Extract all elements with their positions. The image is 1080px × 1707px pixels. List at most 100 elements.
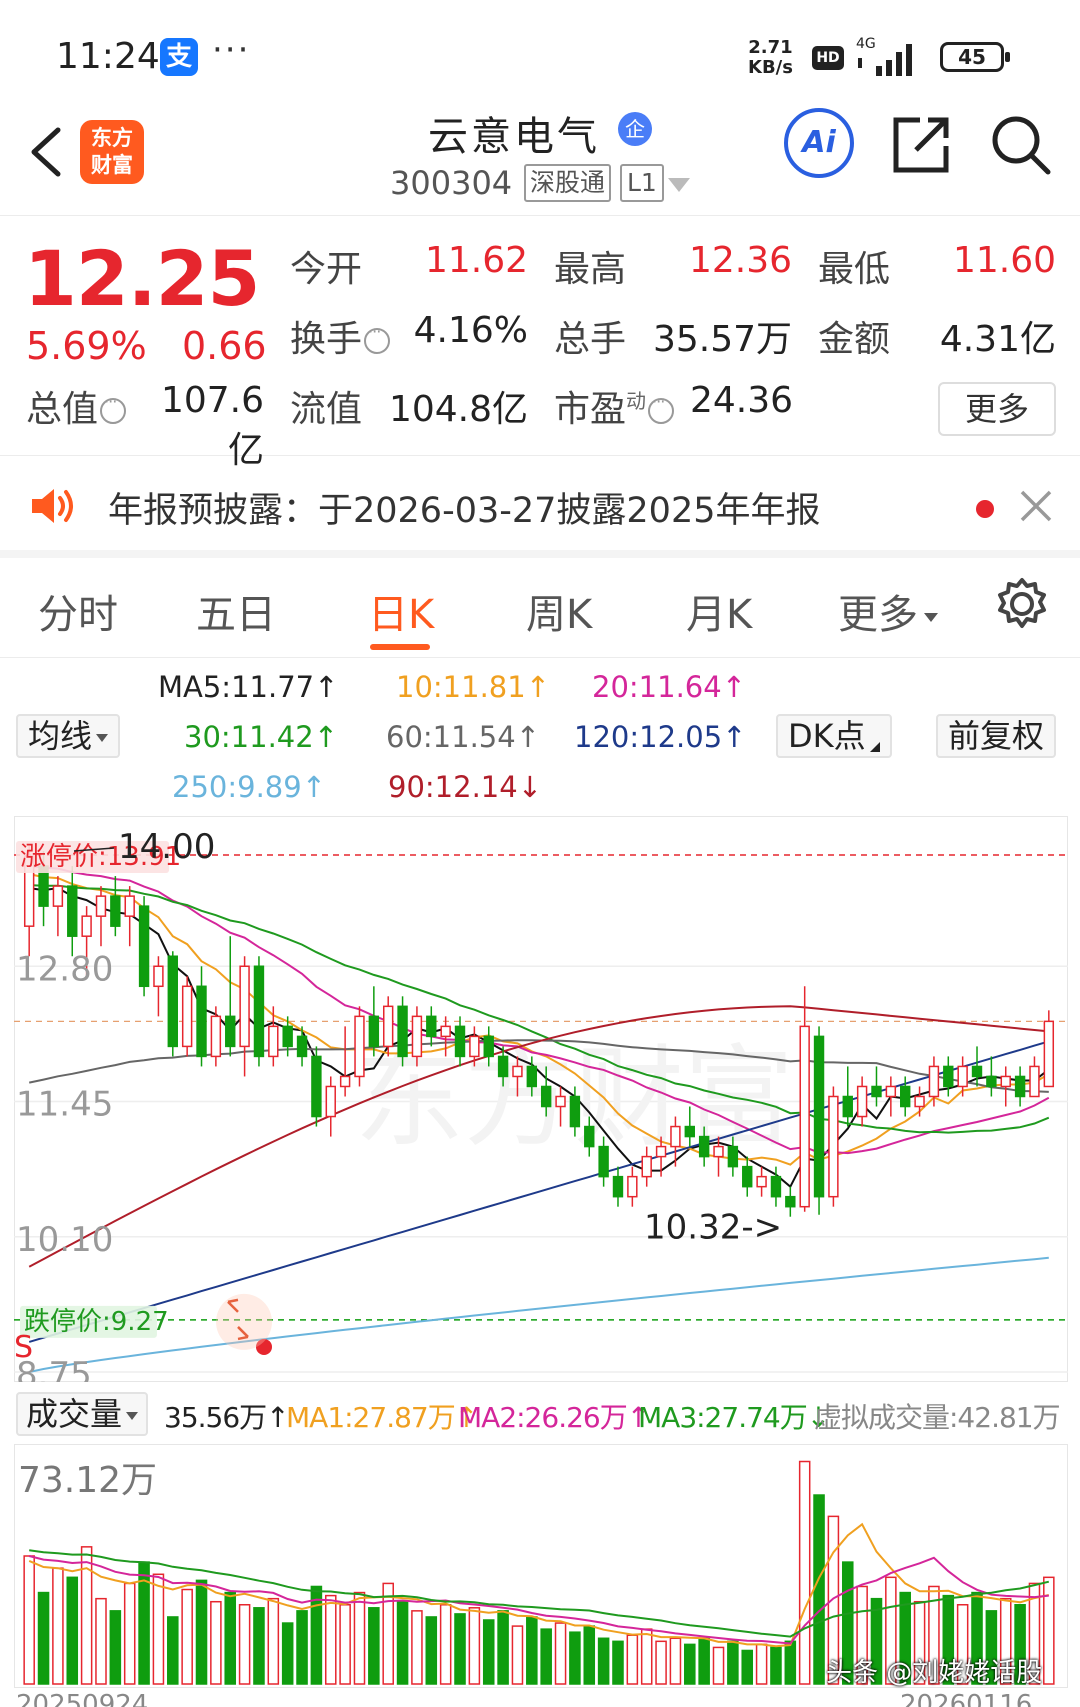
volume-bar: [885, 1576, 897, 1685]
back-arrow-icon[interactable]: [26, 122, 66, 182]
candle-body: [426, 1015, 437, 1038]
volume-bar: [727, 1640, 739, 1685]
candle: [268, 1006, 279, 1067]
volume-bar: [167, 1616, 179, 1685]
share-icon[interactable]: [890, 112, 954, 176]
announcement-bar[interactable]: 年报预披露：于2026-03-27披露2025年年报: [0, 456, 1080, 558]
volume-bar: [253, 1607, 265, 1685]
candle: [110, 876, 121, 937]
candle-body: [512, 1065, 523, 1078]
quote-panel: 12.25 5.69% 0.66 今开 11.62 最高 12.36 最低 11…: [0, 216, 1080, 471]
unread-dot: [976, 500, 994, 518]
volume-chart[interactable]: 73.12万: [14, 1444, 1068, 1688]
volume-bar: [497, 1610, 509, 1685]
stock-code: 300304: [390, 164, 513, 202]
candle-body: [225, 1015, 236, 1048]
volume-bar: [669, 1637, 682, 1685]
search-icon[interactable]: [990, 114, 1052, 176]
candle-body: [282, 1025, 293, 1048]
volume-bar: [755, 1643, 768, 1685]
candle: [181, 976, 193, 1057]
signal-arrows: [227, 1298, 249, 1341]
volume-bar: [1014, 1604, 1026, 1685]
candle-body: [1014, 1075, 1026, 1098]
candle: [1029, 1056, 1040, 1098]
volume-value: 35.57万: [652, 319, 792, 360]
low-annotation: 10.32->: [644, 1208, 782, 1248]
ai-button[interactable]: Ai: [784, 108, 854, 178]
candle: [584, 1116, 595, 1157]
info-icon[interactable]: [648, 392, 675, 424]
pe-label-text: 市盈: [554, 389, 627, 430]
candle-body: [641, 1155, 652, 1178]
volume-bar: [526, 1616, 538, 1685]
tab-intraday[interactable]: 分时: [38, 592, 118, 638]
ma-selector-button[interactable]: 均线: [16, 714, 121, 758]
hd-icon: HD: [812, 46, 844, 70]
volume-bar: [310, 1585, 323, 1685]
virtual-volume: 虚拟成交量:42.81万: [814, 1401, 1061, 1434]
candle-body: [540, 1085, 552, 1108]
volume-bar: [569, 1631, 581, 1685]
tab-daily-k[interactable]: 日K: [368, 592, 435, 638]
close-icon[interactable]: [1018, 488, 1054, 524]
ma120-value: 120:12.05↑: [574, 720, 747, 754]
candle-body: [339, 1075, 351, 1088]
candle-body: [569, 1095, 581, 1128]
alipay-icon: 支: [160, 38, 198, 76]
volume-ma3-line: [29, 1549, 1050, 1638]
ma20-value: 20:11.64↑: [592, 670, 746, 704]
tab-more[interactable]: 更多: [838, 582, 938, 640]
candle: [842, 1066, 853, 1127]
ma90-value: 90:12.14↓: [388, 770, 542, 804]
float-label: 流值: [290, 389, 363, 430]
volume-indicator-button[interactable]: 成交量: [16, 1392, 149, 1436]
candle-body: [1029, 1065, 1040, 1098]
adjustment-button[interactable]: 前复权: [936, 714, 1057, 758]
high-label: 最高: [554, 249, 627, 290]
candlestick-chart[interactable]: 东方财富 涨停价:13.91跌停价:9.2712.8011.4510.108.7…: [14, 816, 1068, 1382]
info-icon[interactable]: [100, 392, 127, 424]
announcement-text[interactable]: 年报预披露：于2026-03-27披露2025年年报: [108, 491, 821, 531]
more-button[interactable]: 更多: [938, 382, 1056, 436]
caret-down-icon: [126, 1412, 139, 1420]
volume-bar: [353, 1591, 366, 1685]
gear-icon[interactable]: [994, 576, 1050, 632]
mktcap-label-text: 总值: [26, 389, 99, 430]
tab-weekly-k[interactable]: 周K: [526, 592, 593, 638]
candle: [986, 1056, 997, 1097]
info-icon[interactable]: [364, 322, 391, 354]
mktcap-label: 总值: [26, 380, 127, 432]
chevron-down-icon[interactable]: [668, 178, 690, 192]
eastmoney-logo[interactable]: 东方 财富: [80, 120, 144, 184]
candle: [828, 1086, 839, 1207]
candle-body: [196, 985, 207, 1058]
dk-point-button[interactable]: DK点: [776, 714, 892, 758]
caret-down-icon: [924, 612, 938, 622]
candle-body: [986, 1075, 997, 1088]
candle: [799, 986, 810, 1212]
candle: [785, 1186, 796, 1217]
limit-up-label-bg: [16, 841, 170, 874]
candle-body: [138, 905, 150, 988]
volume-bar: [80, 1546, 93, 1685]
tab-five-day[interactable]: 五日: [196, 592, 276, 638]
candle-body: [900, 1085, 911, 1108]
candle-body: [383, 1005, 394, 1048]
candle-body: [785, 1195, 796, 1208]
tab-monthly-k[interactable]: 月K: [686, 592, 753, 638]
mktcap-value: 107.6亿: [160, 380, 264, 471]
y-tick-label: 8.75: [16, 1355, 92, 1382]
y-tick-label: 12.80: [16, 949, 113, 989]
volume-bar: [626, 1634, 639, 1685]
high-annotation: 14.00: [118, 827, 215, 867]
candle: [339, 1026, 351, 1097]
volume-bar: [224, 1591, 237, 1685]
limit-up-label: 涨停价:13.91: [20, 842, 181, 872]
volume-bar: [540, 1628, 552, 1685]
turnover-label-text: 换手: [290, 319, 363, 360]
candle-body: [67, 885, 78, 937]
candle-body: [828, 1095, 839, 1198]
volume-bar: [784, 1640, 797, 1685]
limit-down-label: 跌停价:9.27: [24, 1307, 169, 1337]
